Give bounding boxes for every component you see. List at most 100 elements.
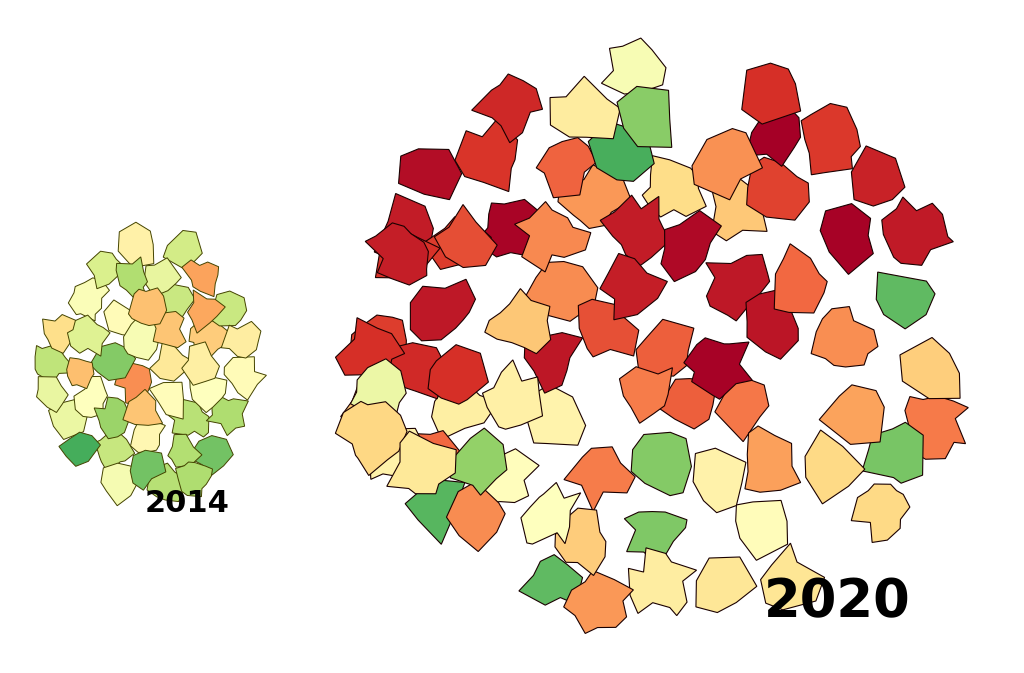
Polygon shape (150, 382, 183, 419)
Polygon shape (35, 345, 72, 382)
Polygon shape (128, 288, 167, 326)
Polygon shape (189, 376, 227, 413)
Polygon shape (526, 384, 586, 446)
Polygon shape (95, 432, 135, 472)
Polygon shape (116, 257, 147, 299)
Polygon shape (524, 332, 583, 393)
Polygon shape (514, 202, 591, 272)
Polygon shape (660, 211, 721, 281)
Polygon shape (811, 307, 878, 367)
Polygon shape (406, 479, 465, 544)
Polygon shape (385, 343, 446, 399)
Polygon shape (350, 359, 407, 423)
Polygon shape (69, 278, 110, 321)
Polygon shape (761, 543, 824, 610)
Polygon shape (693, 448, 745, 513)
Polygon shape (905, 396, 969, 459)
Polygon shape (350, 315, 407, 370)
Polygon shape (221, 322, 261, 358)
Polygon shape (68, 315, 110, 356)
Polygon shape (392, 431, 462, 487)
Polygon shape (168, 398, 209, 437)
Polygon shape (735, 501, 787, 561)
Polygon shape (147, 463, 188, 501)
Polygon shape (398, 149, 462, 200)
Polygon shape (124, 319, 160, 360)
Polygon shape (617, 86, 672, 147)
Polygon shape (746, 157, 809, 220)
Polygon shape (563, 571, 634, 633)
Polygon shape (589, 122, 654, 181)
Polygon shape (411, 279, 475, 341)
Polygon shape (187, 290, 225, 333)
Polygon shape (642, 155, 707, 217)
Polygon shape (434, 205, 498, 268)
Polygon shape (658, 379, 717, 429)
Polygon shape (90, 343, 135, 380)
Polygon shape (851, 484, 910, 542)
Polygon shape (851, 146, 905, 206)
Polygon shape (706, 254, 770, 321)
Polygon shape (428, 345, 488, 404)
Polygon shape (877, 272, 935, 329)
Polygon shape (620, 367, 673, 423)
Polygon shape (115, 363, 152, 406)
Polygon shape (820, 204, 873, 275)
Polygon shape (564, 447, 635, 511)
Polygon shape (555, 508, 606, 575)
Polygon shape (862, 423, 924, 483)
Polygon shape (774, 244, 827, 313)
Polygon shape (476, 199, 539, 257)
Polygon shape (900, 337, 961, 398)
Polygon shape (600, 195, 670, 265)
Polygon shape (163, 230, 203, 268)
Polygon shape (450, 428, 507, 495)
Polygon shape (819, 385, 885, 444)
Polygon shape (48, 399, 88, 439)
Polygon shape (431, 377, 499, 439)
Polygon shape (521, 483, 581, 544)
Polygon shape (484, 289, 551, 354)
Polygon shape (692, 129, 763, 200)
Polygon shape (746, 288, 799, 359)
Polygon shape (188, 435, 233, 475)
Polygon shape (684, 338, 753, 399)
Polygon shape (366, 223, 428, 285)
Polygon shape (74, 376, 108, 417)
Polygon shape (482, 360, 543, 429)
Polygon shape (37, 377, 69, 413)
Polygon shape (130, 450, 166, 490)
Polygon shape (631, 432, 691, 495)
Polygon shape (746, 100, 801, 166)
Polygon shape (118, 222, 154, 267)
Polygon shape (805, 430, 865, 504)
Polygon shape (601, 38, 666, 94)
Polygon shape (801, 104, 860, 175)
Polygon shape (130, 421, 166, 452)
Polygon shape (182, 260, 218, 297)
Polygon shape (336, 401, 407, 476)
Polygon shape (59, 432, 100, 466)
Polygon shape (103, 300, 142, 337)
Polygon shape (150, 343, 193, 381)
Polygon shape (182, 342, 219, 386)
Polygon shape (472, 449, 539, 505)
Polygon shape (710, 176, 767, 241)
Polygon shape (696, 557, 757, 612)
Polygon shape (208, 291, 247, 326)
Polygon shape (86, 251, 126, 289)
Polygon shape (744, 426, 801, 492)
Polygon shape (525, 262, 598, 321)
Polygon shape (341, 370, 398, 434)
Polygon shape (94, 397, 131, 439)
Polygon shape (43, 314, 78, 353)
Polygon shape (636, 319, 694, 376)
Polygon shape (882, 197, 953, 265)
Polygon shape (152, 281, 195, 319)
Polygon shape (336, 318, 404, 380)
Polygon shape (168, 434, 202, 467)
Polygon shape (715, 375, 769, 441)
Polygon shape (579, 299, 639, 357)
Polygon shape (143, 258, 181, 296)
Polygon shape (629, 548, 696, 616)
